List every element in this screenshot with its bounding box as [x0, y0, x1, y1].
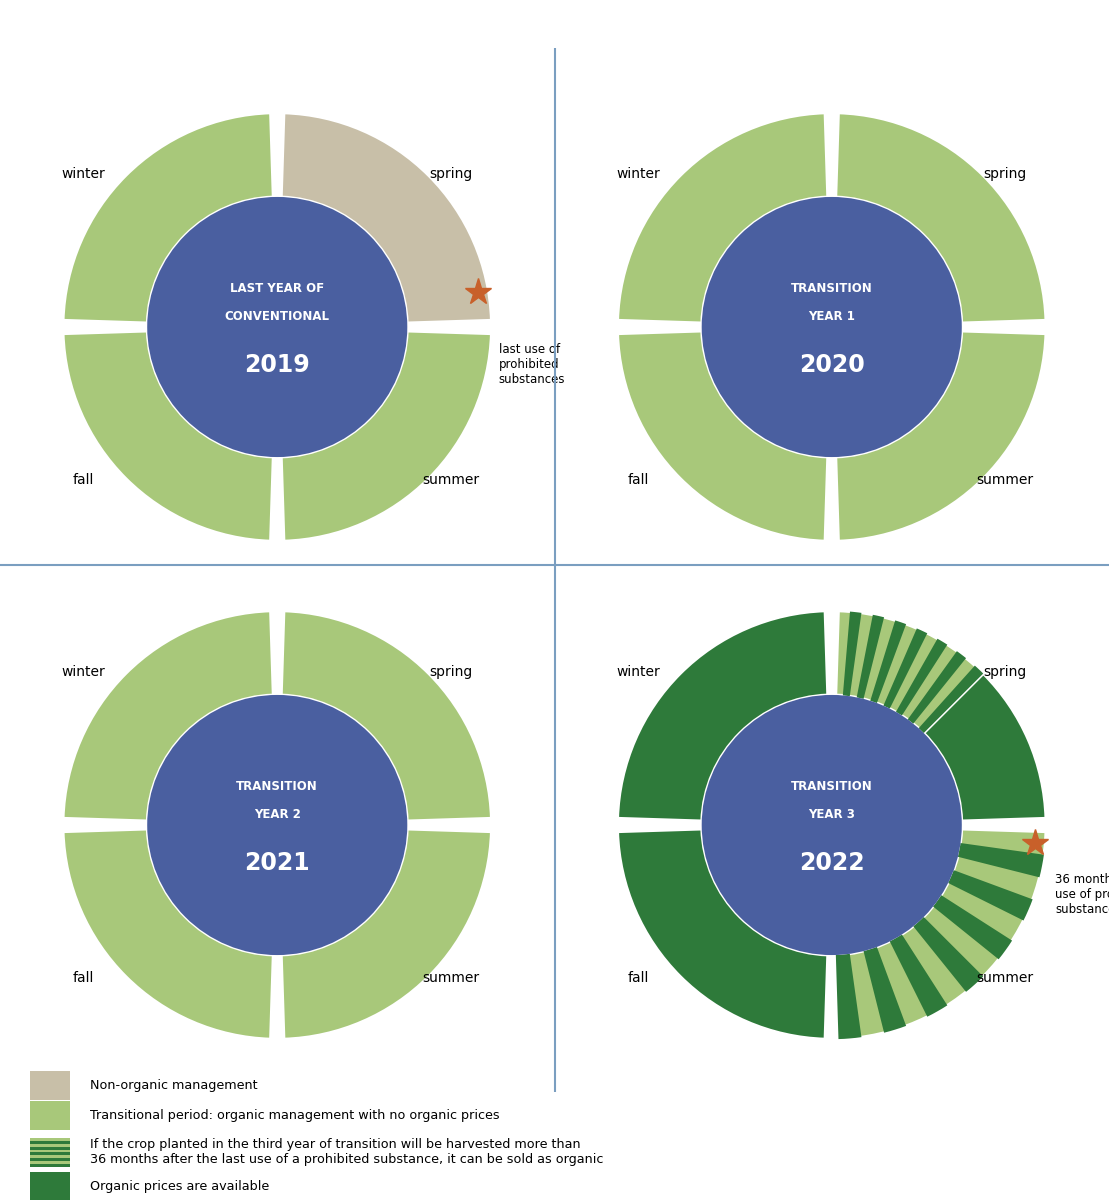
Wedge shape	[958, 844, 1044, 877]
Wedge shape	[282, 611, 491, 821]
Circle shape	[147, 197, 407, 457]
Text: 36 months from last
use of prohibited
substance: 36 months from last use of prohibited su…	[1056, 874, 1109, 917]
Text: TRANSITION: TRANSITION	[791, 282, 873, 295]
Text: fall: fall	[73, 971, 94, 985]
Text: 2021: 2021	[244, 851, 311, 875]
Wedge shape	[63, 611, 273, 821]
Circle shape	[702, 695, 962, 955]
Wedge shape	[836, 113, 1046, 323]
Wedge shape	[836, 954, 862, 1039]
Wedge shape	[948, 870, 1032, 920]
Text: summer: summer	[977, 971, 1034, 985]
Text: Organic prices are available: Organic prices are available	[90, 1181, 269, 1193]
Text: winter: winter	[62, 167, 105, 181]
Wedge shape	[836, 331, 1046, 541]
Text: summer: summer	[423, 473, 479, 487]
Text: spring: spring	[429, 665, 472, 679]
Text: 2019: 2019	[244, 353, 311, 377]
Wedge shape	[618, 611, 827, 821]
Text: Non-organic management: Non-organic management	[90, 1079, 257, 1092]
Wedge shape	[63, 829, 273, 1039]
Wedge shape	[896, 638, 947, 715]
Bar	[30, 1164, 71, 1166]
Text: fall: fall	[73, 473, 94, 487]
Text: 2020: 2020	[798, 353, 865, 377]
Wedge shape	[843, 612, 862, 696]
Bar	[30, 1102, 71, 1130]
Bar	[30, 1147, 71, 1150]
Text: winter: winter	[62, 665, 105, 679]
Text: winter: winter	[617, 665, 660, 679]
Wedge shape	[889, 935, 947, 1016]
Text: TRANSITION: TRANSITION	[236, 780, 318, 793]
Wedge shape	[836, 829, 1046, 1039]
Text: YEAR 1: YEAR 1	[808, 311, 855, 323]
Wedge shape	[282, 113, 491, 323]
Text: FIGURE 1. A SAMPLE TIMELINE OF THE THREE-YEAR TRANSITION TO ORGANIC: FIGURE 1. A SAMPLE TIMELINE OF THE THREE…	[13, 16, 771, 34]
Wedge shape	[836, 611, 984, 733]
Text: spring: spring	[984, 665, 1027, 679]
Text: spring: spring	[984, 167, 1027, 181]
Wedge shape	[618, 331, 827, 541]
Text: LAST YEAR OF: LAST YEAR OF	[231, 282, 324, 295]
Text: 2022: 2022	[798, 851, 865, 875]
Circle shape	[147, 695, 407, 955]
Wedge shape	[933, 895, 1013, 959]
Wedge shape	[884, 629, 927, 708]
Wedge shape	[282, 829, 491, 1039]
Wedge shape	[864, 947, 906, 1033]
Wedge shape	[908, 652, 966, 724]
Wedge shape	[871, 620, 906, 703]
Bar	[30, 1138, 71, 1166]
Text: YEAR 2: YEAR 2	[254, 809, 301, 821]
Bar	[30, 1152, 71, 1156]
Text: winter: winter	[617, 167, 660, 181]
Wedge shape	[282, 331, 491, 541]
Wedge shape	[618, 829, 827, 1039]
Wedge shape	[924, 673, 1046, 821]
Bar	[30, 1070, 71, 1099]
Bar	[30, 1158, 71, 1162]
Text: summer: summer	[423, 971, 479, 985]
Bar	[30, 1141, 71, 1144]
Text: fall: fall	[628, 971, 649, 985]
Wedge shape	[618, 113, 827, 323]
Wedge shape	[856, 614, 884, 698]
Text: If the crop planted in the third year of transition will be harvested more than
: If the crop planted in the third year of…	[90, 1139, 603, 1166]
Text: YEAR 3: YEAR 3	[808, 809, 855, 821]
Text: last use of
prohibited
substances: last use of prohibited substances	[499, 342, 566, 385]
Circle shape	[702, 197, 962, 457]
Text: TRANSITION: TRANSITION	[791, 780, 873, 793]
Wedge shape	[914, 917, 984, 992]
Wedge shape	[918, 666, 984, 733]
Text: CONVENTIONAL: CONVENTIONAL	[225, 311, 329, 323]
Text: Transitional period: organic management with no organic prices: Transitional period: organic management …	[90, 1109, 499, 1122]
Wedge shape	[63, 331, 273, 541]
Text: fall: fall	[628, 473, 649, 487]
Wedge shape	[63, 113, 273, 323]
Bar	[30, 1172, 71, 1200]
Text: summer: summer	[977, 473, 1034, 487]
Text: spring: spring	[429, 167, 472, 181]
